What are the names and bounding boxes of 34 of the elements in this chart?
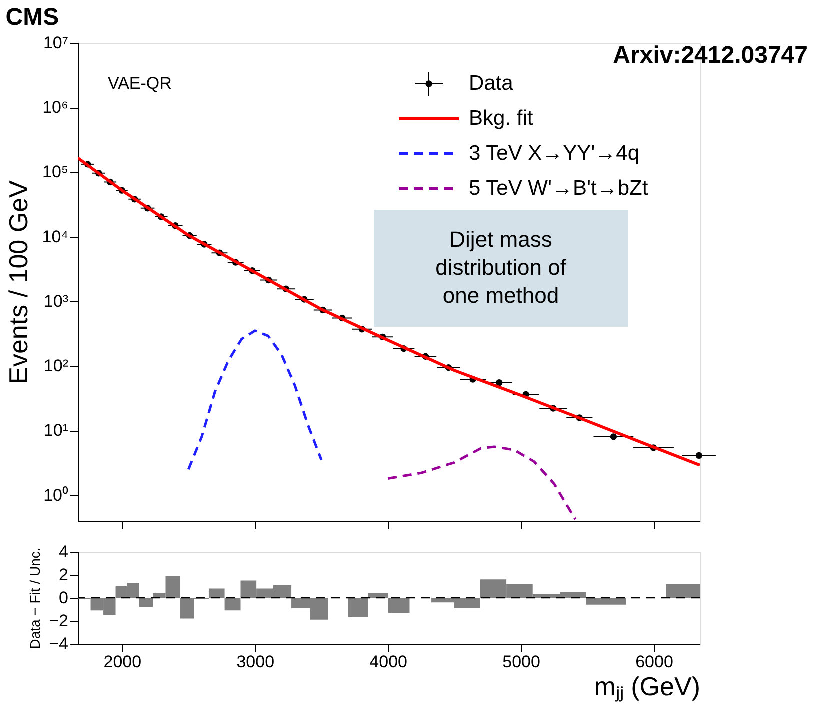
y-tick-label: −2 (49, 612, 68, 630)
y-tick-label: 10⁵ (42, 162, 68, 182)
annotation: Arxiv:2412.03747 (613, 42, 808, 69)
y-tick-label: 10⁷ (43, 34, 68, 52)
x-tick-label: 3000 (236, 652, 275, 672)
y-tick-label: 10⁴ (42, 227, 68, 246)
x-tick-label: 5000 (502, 652, 540, 672)
x-tick-label: 6000 (636, 652, 674, 672)
y-tick-label: 2 (59, 566, 68, 584)
y-tick-label: 10² (44, 356, 69, 376)
y-tick-label: 4 (59, 542, 68, 562)
line-series (187, 330, 323, 471)
chart-title: CMS (6, 4, 60, 31)
point (496, 379, 503, 386)
x-axis-title: mⱼⱼ (GeV) (594, 672, 700, 702)
y-axis-title: Events / 100 GeV (3, 180, 34, 384)
line-series (386, 446, 577, 521)
y-tick-label: −4 (49, 634, 68, 654)
y-tick-label: 10⁰ (44, 486, 68, 505)
y-axis-title: Data − Fit / Unc. (27, 548, 44, 650)
y-tick-label: 10⁶ (42, 98, 68, 118)
x-tick-label: 2000 (104, 652, 142, 672)
point (696, 452, 703, 460)
legend-label: 5 TeV W'→B't→bZt (469, 177, 648, 200)
y-tick-label: 0 (59, 588, 68, 608)
y-tick-label: 10¹ (44, 421, 69, 440)
legend-label: Data (469, 72, 514, 95)
annotation: Dijet mass distribution of one method (436, 227, 568, 308)
legend-label: Bkg. fit (469, 107, 534, 130)
annotation: VAE-QR (108, 74, 172, 93)
legend-label: 3 TeV X→YY'→4q (469, 142, 640, 165)
point (610, 434, 618, 440)
y-tick-label: 10³ (44, 292, 69, 311)
x-tick-label: 4000 (370, 652, 408, 672)
